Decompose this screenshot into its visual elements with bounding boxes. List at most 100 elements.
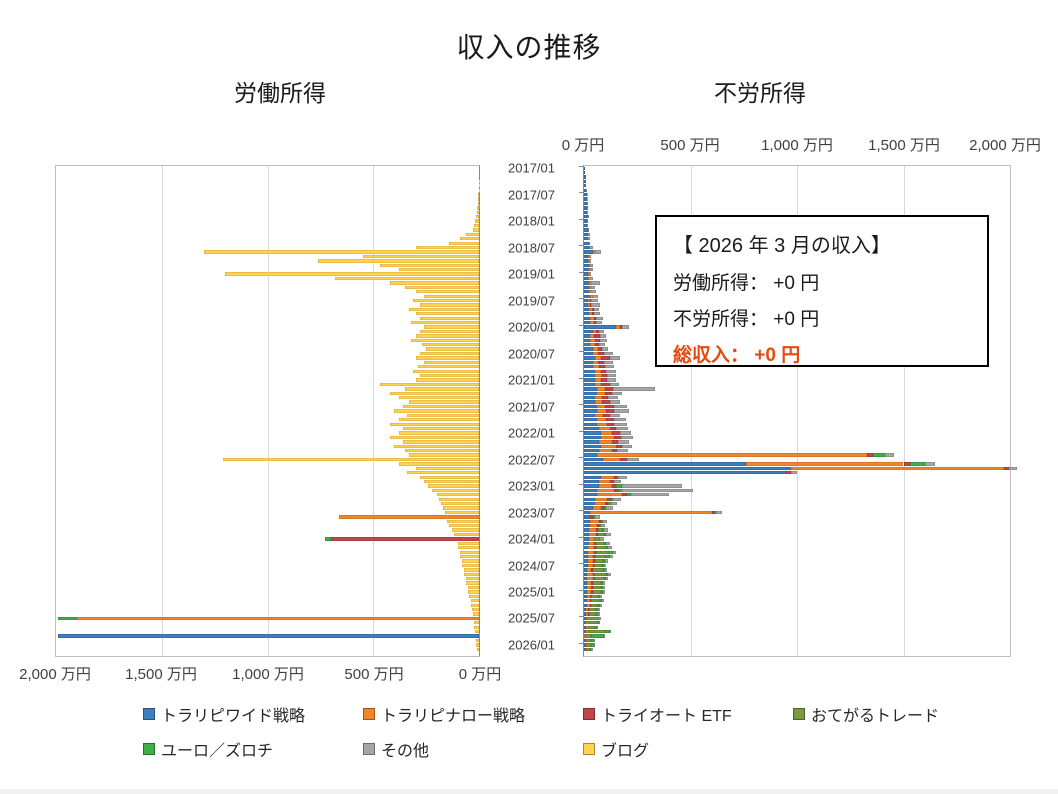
- bar-segment: [390, 391, 479, 395]
- bar-segment: [398, 268, 479, 272]
- axis-tick: [579, 510, 583, 512]
- bar-segment: [594, 501, 606, 506]
- bar-segment: [462, 563, 479, 568]
- bar-segment: [597, 612, 600, 616]
- axis-tick: [579, 483, 583, 485]
- bar-segment: [591, 290, 596, 294]
- bar-segment: [475, 215, 479, 219]
- bar-segment: [584, 493, 597, 497]
- bar-segment: [745, 462, 904, 466]
- bar-segment: [607, 497, 611, 501]
- date-label: 2026/01: [508, 637, 555, 653]
- bar-segment: [415, 466, 479, 470]
- axis-tick: [579, 642, 583, 644]
- bar-segment: [584, 625, 587, 629]
- top-axis-label-500: 500 万円: [660, 137, 720, 154]
- axis-tick: [579, 563, 583, 565]
- bar-segment: [597, 351, 605, 356]
- bar-segment: [584, 537, 590, 541]
- bar-segment: [584, 435, 602, 440]
- bar-segment: [596, 409, 607, 413]
- bar-segment: [584, 307, 590, 312]
- bar-segment: [613, 418, 626, 422]
- bar-segment: [470, 599, 479, 603]
- bar-segment: [419, 316, 479, 320]
- bar-segment: [598, 524, 602, 528]
- bar-segment: [584, 351, 593, 356]
- bar-segment: [611, 391, 623, 395]
- legend-swatch-blue: [143, 708, 155, 720]
- bar-segment: [379, 382, 479, 387]
- legend-label: トラリピナロー戦略: [381, 708, 526, 725]
- bar-segment: [584, 254, 589, 259]
- bar-segment: [594, 413, 604, 418]
- bar-segment: [590, 647, 592, 651]
- bar-segment: [592, 568, 604, 572]
- bar-segment: [594, 497, 608, 501]
- bar-segment: [335, 276, 479, 281]
- bar-segment: [584, 250, 593, 254]
- bar-segment: [594, 369, 602, 373]
- bar-segment: [415, 334, 479, 338]
- bar-segment: [612, 497, 622, 501]
- bar-segment: [584, 519, 591, 523]
- bar-segment: [584, 444, 602, 448]
- date-label: 2022/01: [508, 425, 555, 441]
- bar-segment: [609, 382, 620, 387]
- axis-tick: [579, 404, 583, 406]
- bar-segment: [584, 471, 787, 475]
- bar-segment: [593, 312, 600, 316]
- bar-segment: [602, 396, 609, 400]
- bar-segment: [466, 232, 479, 237]
- bar-segment: [468, 585, 479, 590]
- bar-segment: [584, 391, 597, 395]
- bar-segment: [330, 537, 479, 541]
- bar-segment: [584, 290, 590, 294]
- bar-segment: [587, 581, 592, 585]
- bar-segment: [424, 294, 479, 298]
- bar-segment: [909, 462, 925, 466]
- bar-segment: [609, 554, 613, 559]
- bar-segment: [584, 404, 597, 409]
- bar-segment: [592, 563, 594, 568]
- bar-segment: [413, 298, 479, 303]
- bar-segment: [593, 546, 596, 550]
- bar-segment: [601, 506, 605, 510]
- bar-segment: [584, 312, 590, 316]
- bar-segment: [603, 519, 608, 523]
- bar-segment: [586, 647, 588, 651]
- bar-segment: [590, 263, 593, 267]
- bar-segment: [591, 594, 598, 598]
- bar-segment: [1008, 466, 1018, 470]
- bar-segment: [584, 272, 589, 276]
- bar-segment: [591, 285, 596, 289]
- legend-item-triauto-etf: トライオート ETF: [583, 702, 732, 726]
- bar-segment: [478, 184, 480, 188]
- bar-segment: [599, 603, 603, 607]
- bar-segment: [589, 537, 594, 541]
- bar-segment: [594, 343, 599, 347]
- bar-segment: [478, 197, 479, 201]
- bar-segment: [586, 625, 589, 629]
- bar-segment: [584, 479, 599, 484]
- axis-tick: [579, 377, 583, 379]
- bar-segment: [590, 316, 594, 320]
- bar-segment: [590, 599, 592, 603]
- bar-segment: [409, 400, 479, 404]
- bar-segment: [584, 316, 591, 320]
- bar-segment: [586, 643, 588, 647]
- labor-income-plot: [55, 165, 480, 657]
- bar-segment: [438, 497, 479, 501]
- bar-segment: [390, 435, 479, 440]
- bar-segment: [584, 599, 588, 603]
- bar-segment: [590, 338, 595, 342]
- bar-segment: [603, 585, 606, 590]
- bar-segment: [602, 373, 608, 378]
- bar-segment: [597, 360, 605, 365]
- bar-segment: [594, 250, 602, 254]
- date-label: 2025/01: [508, 584, 555, 600]
- bar-segment: [587, 201, 589, 206]
- bar-segment: [602, 563, 605, 568]
- bar-segment: [601, 382, 610, 387]
- bar-segment: [419, 475, 479, 479]
